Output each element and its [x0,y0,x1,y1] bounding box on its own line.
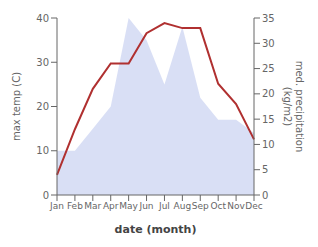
svg-text:Dec: Dec [245,201,262,211]
svg-text:10: 10 [262,139,275,150]
svg-text:5: 5 [262,164,268,175]
svg-text:May: May [119,201,138,211]
svg-text:15: 15 [262,114,275,125]
svg-text:Feb: Feb [67,201,83,211]
svg-text:30: 30 [36,57,49,68]
svg-text:20: 20 [262,88,275,99]
svg-text:Jun: Jun [139,201,154,211]
svg-text:date (month): date (month) [115,223,197,236]
svg-text:Mar: Mar [84,201,101,211]
svg-text:35: 35 [262,13,275,24]
svg-text:Aug: Aug [174,201,192,211]
svg-text:0: 0 [262,190,268,201]
svg-text:Oct: Oct [210,201,226,211]
svg-text:40: 40 [36,13,49,24]
svg-text:30: 30 [262,38,275,49]
svg-text:Apr: Apr [103,201,119,211]
svg-text:Jan: Jan [49,201,64,211]
svg-text:0: 0 [43,190,49,201]
svg-text:med. precipitation(kg/m2): med. precipitation(kg/m2) [282,61,305,153]
svg-text:Jul: Jul [158,201,170,211]
svg-text:25: 25 [262,63,275,74]
svg-text:max temp (C): max temp (C) [11,72,22,141]
svg-text:10: 10 [36,145,49,156]
svg-text:Sep: Sep [192,201,209,211]
svg-text:20: 20 [36,101,49,112]
svg-text:Nov: Nov [227,201,245,211]
